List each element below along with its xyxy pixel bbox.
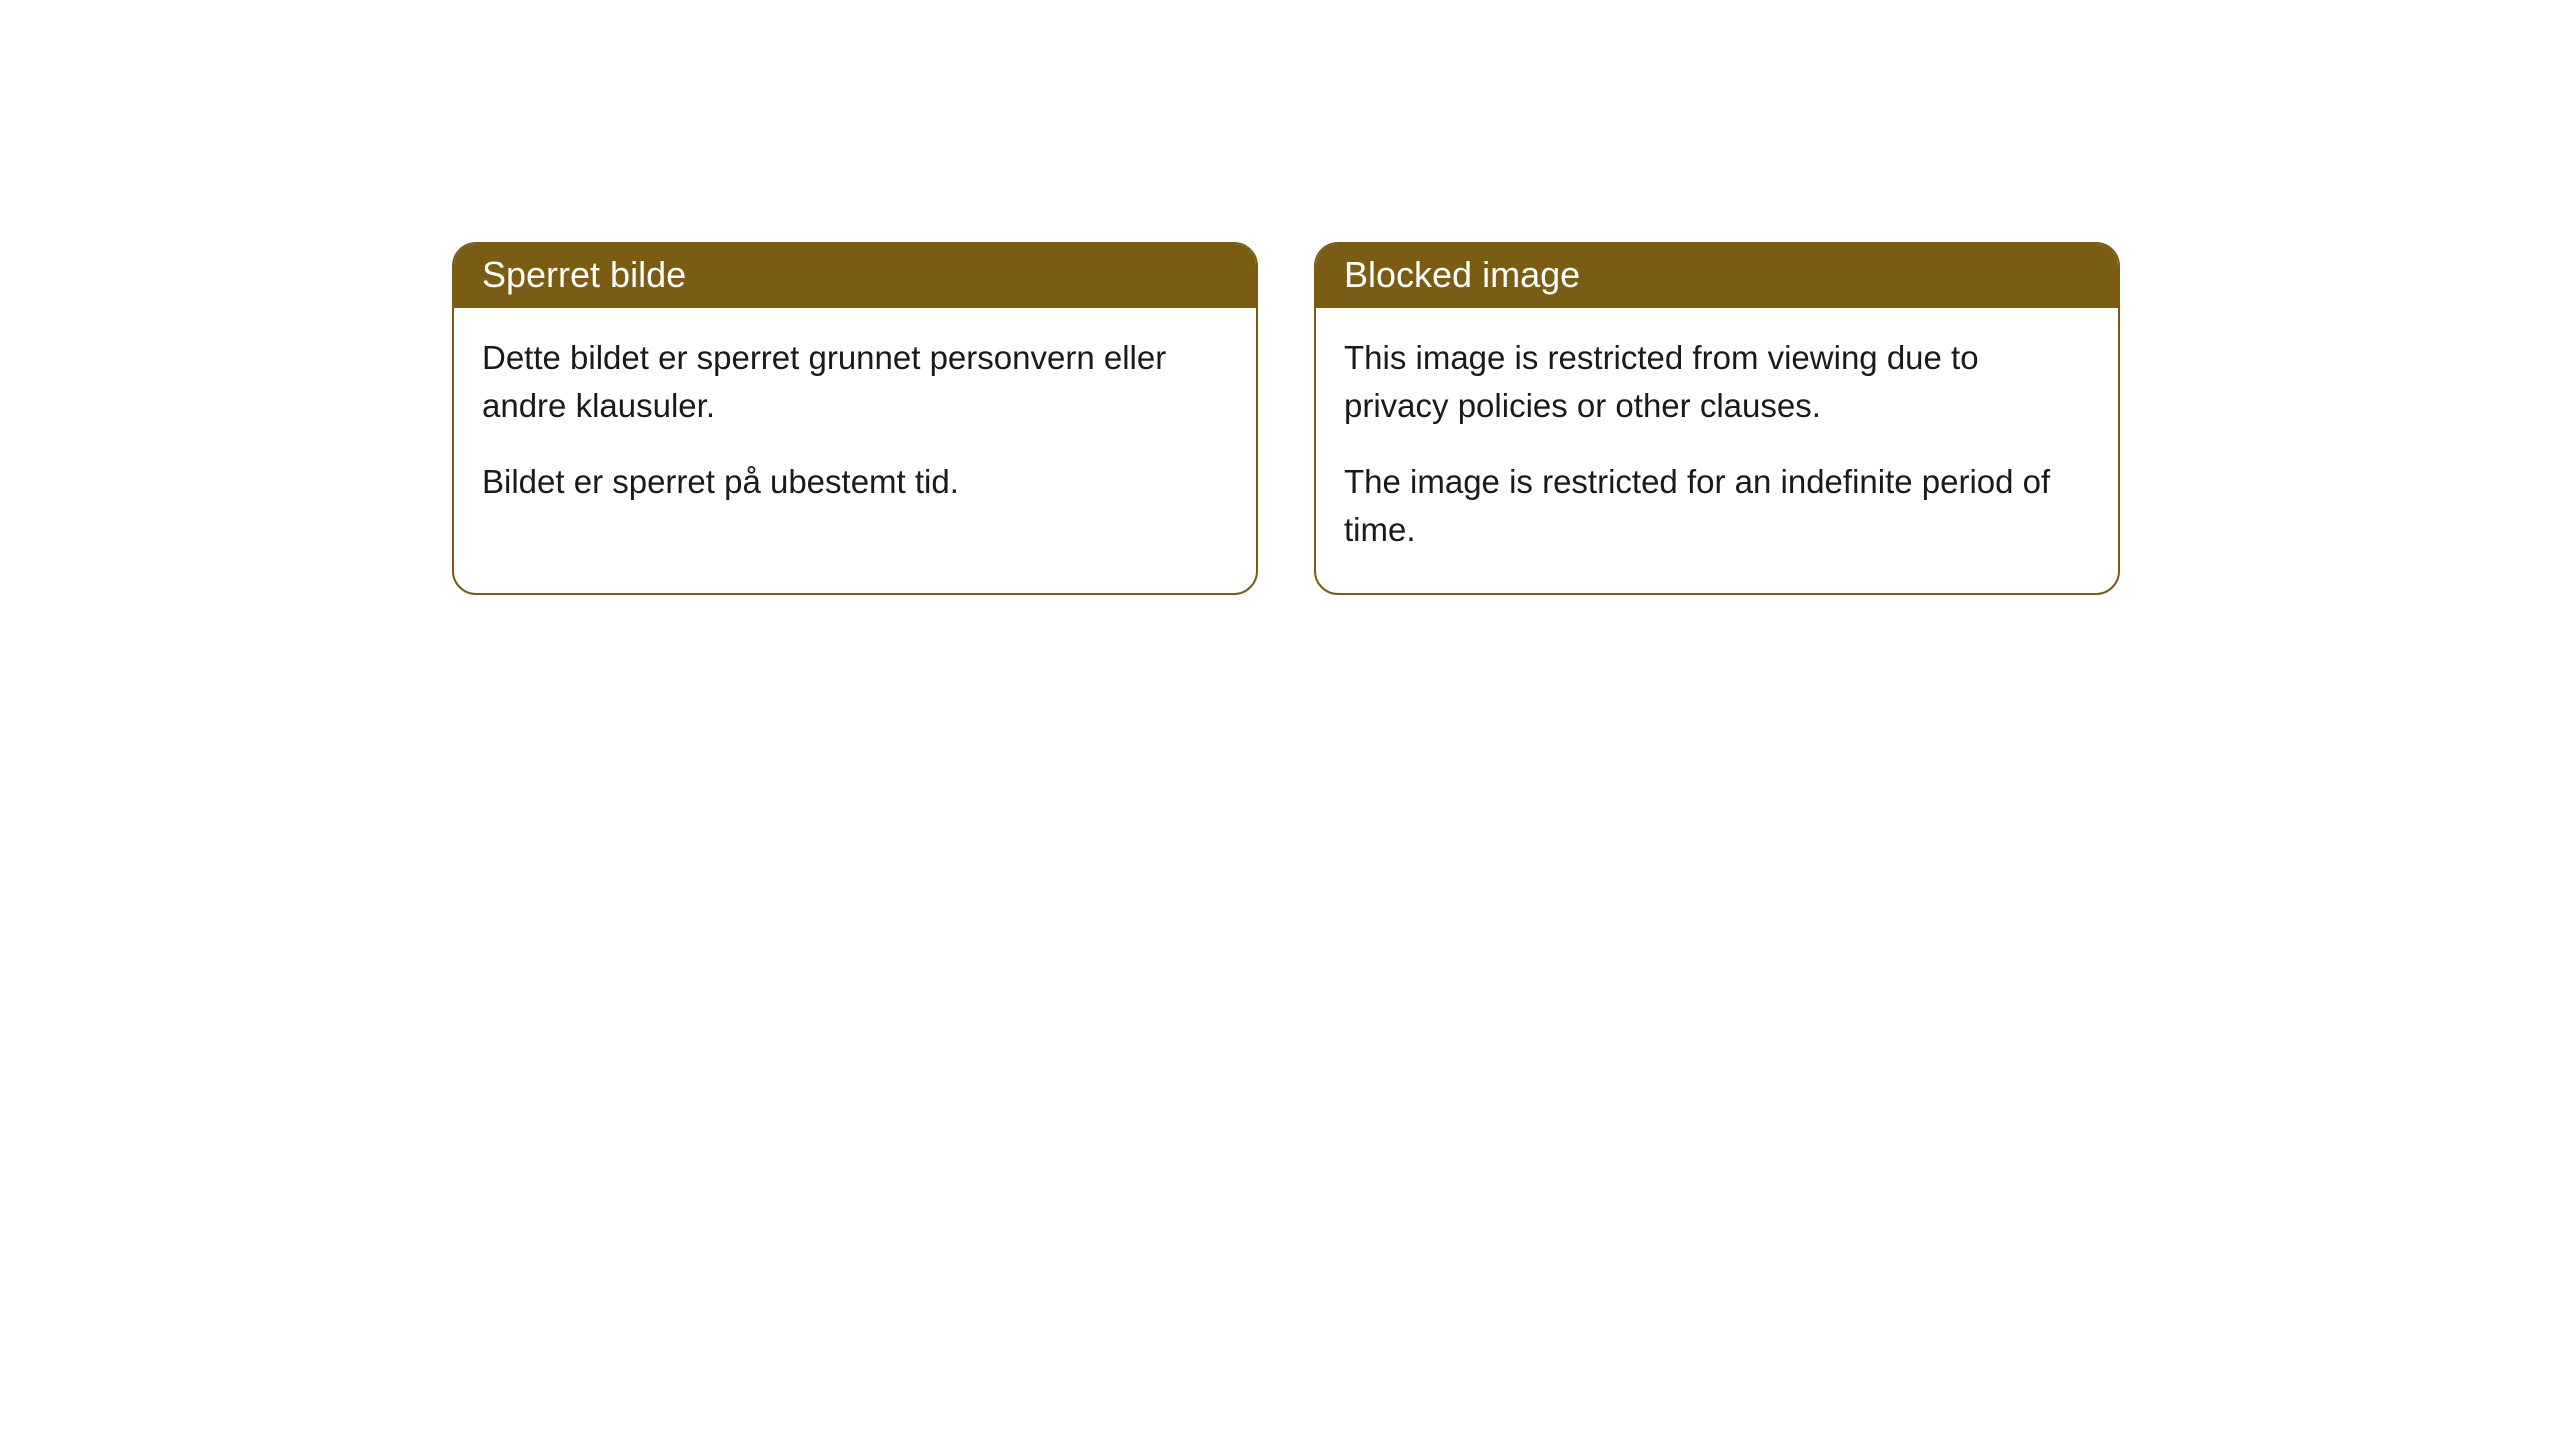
card-body: Dette bildet er sperret grunnet personve… (454, 308, 1256, 546)
blocked-image-notice-norwegian: Sperret bilde Dette bildet er sperret gr… (452, 242, 1258, 595)
card-header: Blocked image (1316, 244, 2118, 308)
notice-cards-container: Sperret bilde Dette bildet er sperret gr… (0, 0, 2560, 595)
card-title: Blocked image (1344, 254, 1580, 295)
card-paragraph: Dette bildet er sperret grunnet personve… (482, 334, 1228, 430)
card-paragraph: The image is restricted for an indefinit… (1344, 458, 2090, 554)
card-body: This image is restricted from viewing du… (1316, 308, 2118, 593)
card-paragraph: Bildet er sperret på ubestemt tid. (482, 458, 1228, 506)
card-header: Sperret bilde (454, 244, 1256, 308)
blocked-image-notice-english: Blocked image This image is restricted f… (1314, 242, 2120, 595)
card-paragraph: This image is restricted from viewing du… (1344, 334, 2090, 430)
card-title: Sperret bilde (482, 254, 686, 295)
